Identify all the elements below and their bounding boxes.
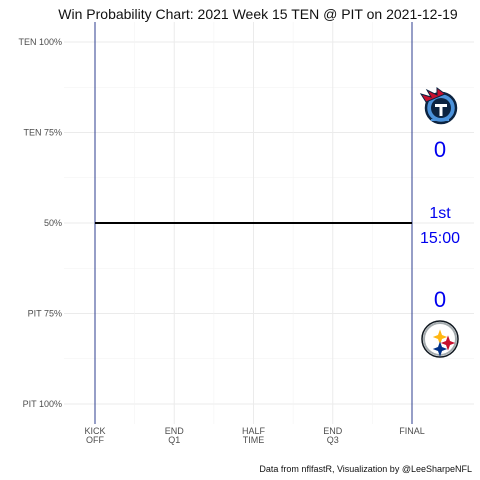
x-tick-label-line: END [165,426,185,436]
x-tick-label-line: TIME [243,435,265,445]
x-tick-label-line: KICK [84,426,105,436]
x-tick-label: END Q3 [323,426,343,445]
x-tick-label: HALF TIME [242,426,266,445]
y-tick-label: PIT 100% [23,399,62,409]
x-tick-label: KICK OFF [84,426,105,445]
x-tick-label-line: Q1 [168,435,180,445]
game-clock: 15:00 [420,230,460,247]
y-tick-label: 50% [44,218,62,228]
x-tick-label-line: HALF [242,426,266,436]
chart-caption: Data from nflfastR, Visualization by @Le… [259,464,472,474]
titans-logo [419,87,458,125]
y-tick-label: TEN 75% [23,128,62,138]
x-tick-label-line: FINAL [399,426,425,436]
x-tick-label-line: END [323,426,343,436]
x-tick-label-line: OFF [86,435,104,445]
x-tick-label: FINAL [399,426,425,436]
y-tick-label: TEN 100% [18,37,62,47]
steelers-logo [421,320,459,358]
home-score: 0 [434,287,446,312]
x-tick-label-line: Q3 [327,435,339,445]
chart-title: Win Probability Chart: 2021 Week 15 TEN … [58,6,458,22]
quarter-label: 1st [429,205,451,222]
away-score: 0 [434,137,446,162]
y-tick-label: PIT 75% [28,309,62,319]
x-tick-label: END Q1 [165,426,185,445]
y-axis-tick-labels: TEN 100% TEN 75% 50% PIT 75% PIT 100% [18,37,62,409]
